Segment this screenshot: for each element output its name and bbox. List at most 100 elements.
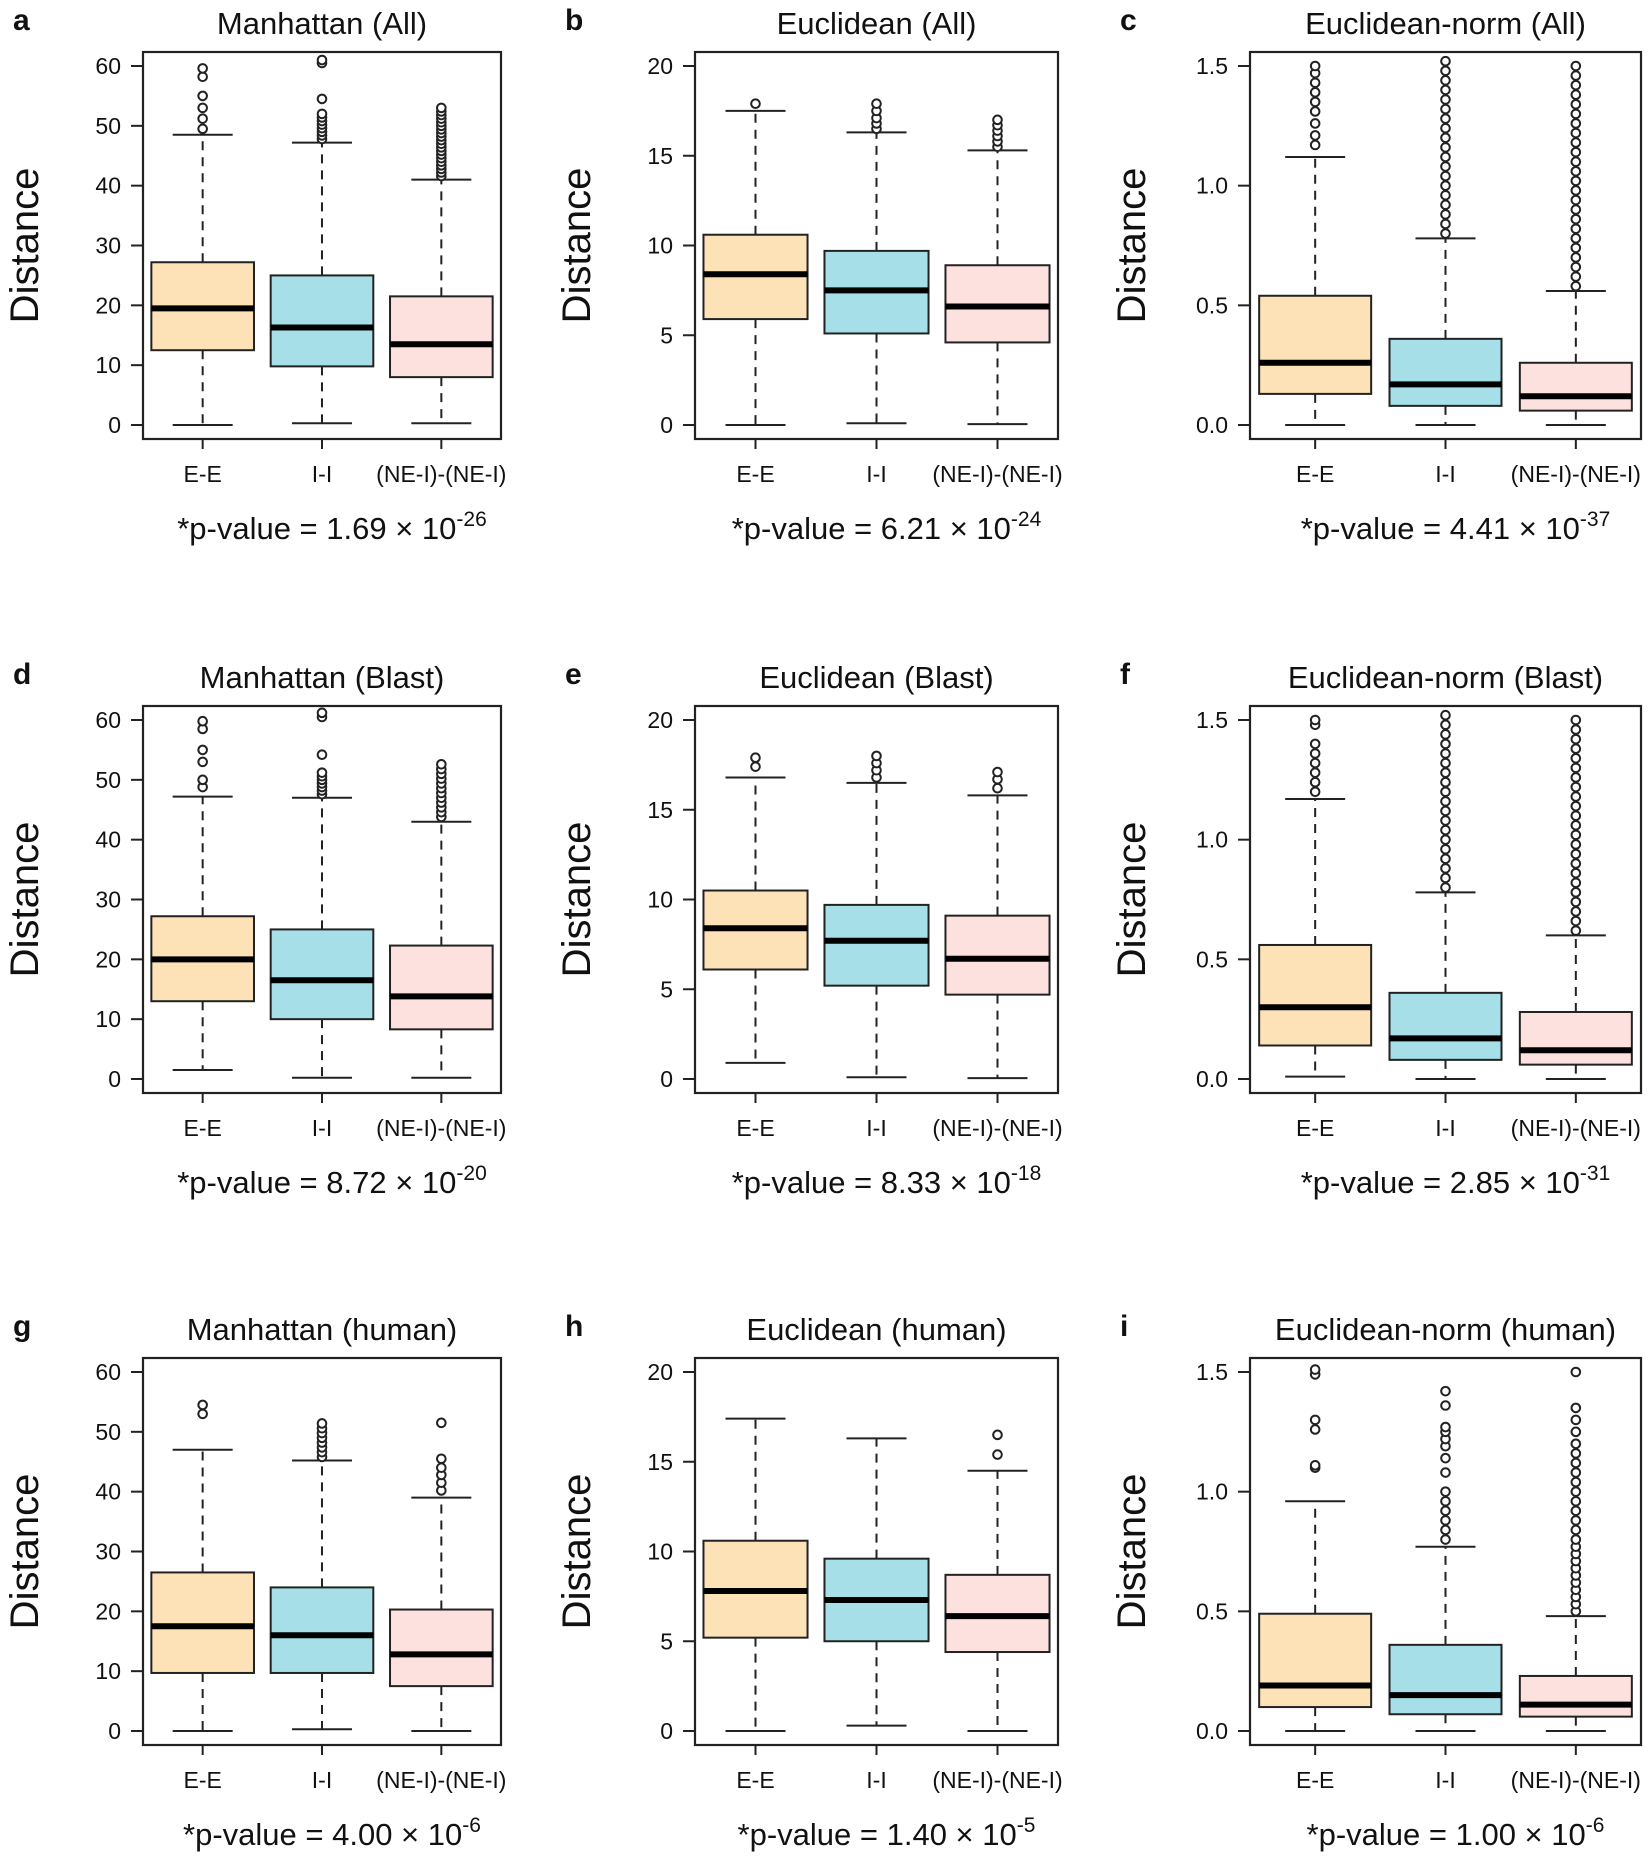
box-i-i: I-I xyxy=(269,54,375,487)
p-value-exponent: -26 xyxy=(456,508,486,531)
outlier-point xyxy=(1570,887,1582,898)
panel-f: f Euclidean-norm (Blast) Distance 0.0 0.5 1.0… xyxy=(1110,658,1643,1200)
outlier-point xyxy=(197,744,208,756)
outlier-point xyxy=(1309,786,1321,798)
outlier-point xyxy=(1570,242,1582,254)
outlier-point xyxy=(1570,1495,1582,1507)
outlier-point xyxy=(1440,719,1451,731)
p-value-text: *p-value = 1.69 × 10 xyxy=(177,511,456,546)
x-tick-label: I-I xyxy=(312,1767,332,1793)
outlier-point xyxy=(1570,156,1582,168)
outlier-point xyxy=(197,715,208,727)
plot-frame xyxy=(141,704,503,1095)
y-tick-label: 20 xyxy=(647,53,673,79)
y-tick-label: 20 xyxy=(647,707,673,733)
panel-letter: h xyxy=(565,1310,583,1343)
outlier-point xyxy=(750,98,761,109)
y-tick-label: 0.5 xyxy=(1196,1598,1228,1624)
outlier-point xyxy=(1309,776,1321,788)
outlier-point xyxy=(1570,896,1582,908)
outlier-point xyxy=(1309,714,1321,726)
p-value-text: *p-value = 6.21 × 10 xyxy=(732,511,1011,546)
outlier-point xyxy=(1440,218,1451,230)
p-value-exponent: -6 xyxy=(462,1814,481,1837)
outlier-point xyxy=(316,707,328,719)
outlier-point xyxy=(992,1449,1003,1460)
p-value-exponent: -6 xyxy=(1586,1814,1605,1837)
box-ne-i: (NE-I)-(NE-I) xyxy=(932,114,1063,487)
outlier-point xyxy=(1440,113,1451,124)
outlier-point xyxy=(1440,1421,1451,1433)
outlier-point xyxy=(1440,75,1451,86)
box-iqr xyxy=(1518,361,1633,412)
y-tick-label: 20 xyxy=(95,946,121,972)
y-tick-label: 0.0 xyxy=(1196,1718,1228,1744)
outlier-point xyxy=(1570,185,1582,196)
outlier-point xyxy=(1570,194,1582,206)
chart-title: Euclidean (Blast) xyxy=(759,660,993,695)
outlier-point xyxy=(1570,925,1582,936)
box-iqr xyxy=(1258,1612,1373,1709)
outlier-point xyxy=(316,93,328,105)
y-tick-label: 10 xyxy=(647,887,673,913)
x-tick-label: (NE-I)-(NE-I) xyxy=(932,1115,1062,1141)
x-tick-label: E-E xyxy=(183,1115,221,1141)
box-e-e: E-E xyxy=(1258,714,1373,1141)
p-value-exponent: -18 xyxy=(1011,1162,1041,1185)
outlier-point xyxy=(1440,882,1451,893)
box-i-i: I-I xyxy=(269,1418,375,1793)
box-ne-i: (NE-I)-(NE-I) xyxy=(376,102,506,487)
outlier-point xyxy=(197,102,208,114)
panel-letter: f xyxy=(1120,658,1131,691)
outlier-point xyxy=(436,1453,447,1465)
outlier-point xyxy=(1309,738,1321,750)
y-axis-label: Distance xyxy=(1110,168,1154,324)
outlier-point xyxy=(1440,748,1451,759)
outlier-point xyxy=(1570,1402,1582,1414)
p-value-annotation: *p-value = 1.69 × 10-26 xyxy=(177,508,487,546)
outlier-point xyxy=(1570,261,1582,273)
outlier-point xyxy=(1570,733,1582,745)
x-tick-label: E-E xyxy=(736,1767,774,1793)
y-tick-label: 40 xyxy=(95,1479,121,1505)
outlier-point xyxy=(1440,853,1451,865)
box-iqr xyxy=(1518,1674,1633,1718)
outlier-point xyxy=(1440,1400,1451,1411)
box-iqr xyxy=(150,1571,255,1674)
outlier-point xyxy=(436,102,447,114)
chart-title: Euclidean-norm (Blast) xyxy=(1288,660,1603,695)
outlier-point xyxy=(197,113,208,124)
box-iqr xyxy=(269,928,375,1021)
y-axis-label: Distance xyxy=(3,822,47,978)
chart-title: Manhattan (All) xyxy=(217,6,427,41)
outlier-point xyxy=(1309,60,1321,72)
box-e-e: E-E xyxy=(702,752,809,1141)
outlier-point xyxy=(1440,55,1451,67)
p-value-text: *p-value = 4.00 × 10 xyxy=(183,1817,462,1852)
outlier-point xyxy=(197,63,208,74)
outlier-point xyxy=(1309,118,1321,129)
outlier-point xyxy=(1440,103,1451,115)
outlier-point xyxy=(316,54,328,66)
box-e-e: E-E xyxy=(1258,60,1373,487)
y-tick-label: 50 xyxy=(95,1419,121,1445)
y-axis-label: Distance xyxy=(555,1474,599,1630)
outlier-point xyxy=(1570,1486,1582,1497)
outlier-point xyxy=(992,1429,1003,1441)
outlier-point xyxy=(1309,87,1321,98)
x-tick-label: E-E xyxy=(736,461,774,487)
outlier-point xyxy=(1440,170,1451,182)
p-value-exponent: -20 xyxy=(456,1162,486,1185)
box-iqr xyxy=(1258,943,1373,1047)
outlier-point xyxy=(1570,60,1582,72)
outlier-point xyxy=(1440,1385,1451,1397)
p-value-text: *p-value = 1.40 × 10 xyxy=(738,1817,1017,1852)
outlier-point xyxy=(1570,877,1582,889)
box-e-e: E-E xyxy=(150,1399,255,1793)
p-value-text: *p-value = 8.33 × 10 xyxy=(732,1165,1011,1200)
outlier-point xyxy=(1440,1486,1451,1497)
chart-title: Euclidean (All) xyxy=(777,6,977,41)
chart-title: Manhattan (Blast) xyxy=(200,660,445,695)
panel-letter: i xyxy=(1120,1310,1128,1343)
